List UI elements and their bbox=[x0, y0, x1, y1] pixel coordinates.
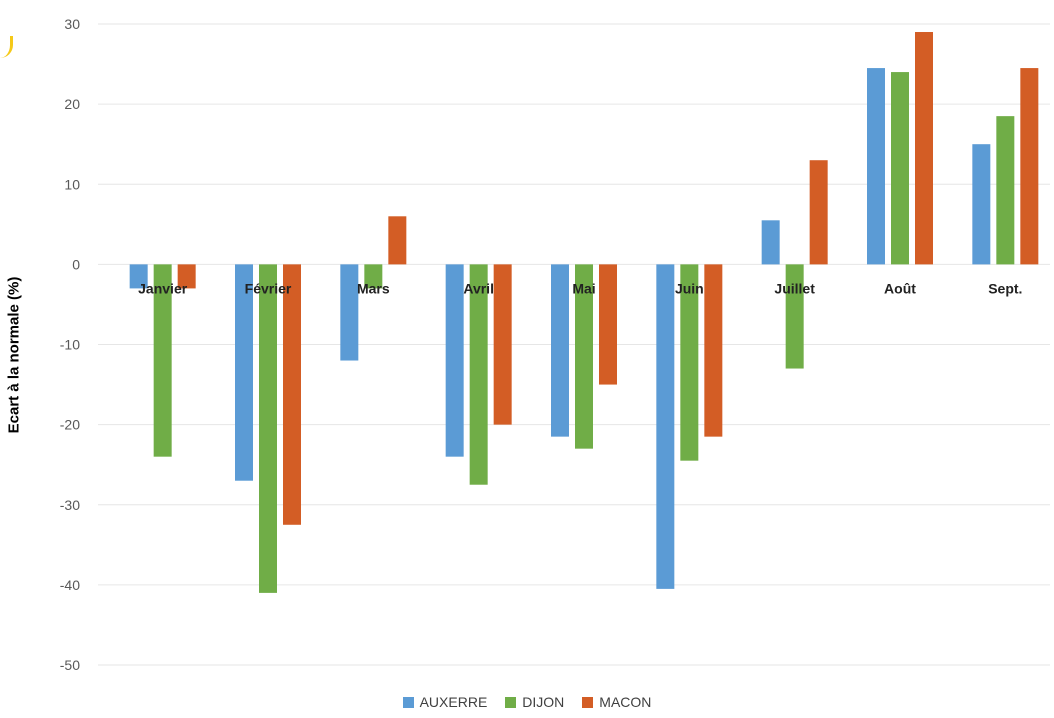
x-tick-label: Mars bbox=[357, 280, 390, 296]
bar-dijon-3 bbox=[469, 264, 488, 485]
bar-dijon-2 bbox=[364, 264, 383, 289]
x-tick-label: Juillet bbox=[774, 280, 815, 296]
legend-swatch bbox=[505, 696, 517, 708]
x-tick-label: Février bbox=[245, 280, 292, 296]
bar-auxerre-5 bbox=[656, 264, 675, 589]
legend-item: DIJON bbox=[505, 694, 564, 710]
bar-macon-4 bbox=[599, 264, 617, 385]
bar-auxerre-7 bbox=[867, 68, 885, 265]
y-tick-label: 20 bbox=[64, 96, 80, 112]
bar-macon-5 bbox=[704, 264, 723, 437]
bar-auxerre-8 bbox=[972, 144, 991, 265]
bar-macon-1 bbox=[283, 264, 301, 525]
x-tick-label: Août bbox=[884, 280, 916, 296]
bar-macon-2 bbox=[388, 216, 407, 265]
bar-dijon-5 bbox=[680, 264, 699, 461]
bar-dijon-1 bbox=[259, 264, 277, 593]
bar-dijon-0 bbox=[153, 264, 172, 457]
y-tick-label: 10 bbox=[64, 176, 80, 192]
bar-dijon-6 bbox=[785, 264, 804, 369]
legend-swatch bbox=[402, 696, 414, 708]
x-tick-label: Sept. bbox=[988, 280, 1022, 296]
x-tick-label: Janvier bbox=[138, 280, 188, 296]
legend-label: DIJON bbox=[522, 694, 565, 710]
bar-dijon-7 bbox=[891, 72, 909, 265]
highlight-mark bbox=[0, 36, 13, 58]
bar-macon-8 bbox=[1020, 68, 1039, 265]
bar-macon-3 bbox=[493, 264, 512, 425]
x-tick-label: Avril bbox=[463, 280, 494, 296]
bar-macon-0 bbox=[177, 264, 196, 289]
y-tick-label: -20 bbox=[60, 417, 80, 433]
bar-auxerre-6 bbox=[761, 220, 780, 265]
legend-item: MACON bbox=[582, 694, 651, 710]
bar-dijon-4 bbox=[575, 264, 593, 449]
bar-auxerre-4 bbox=[551, 264, 569, 437]
x-tick-label: Mai bbox=[572, 280, 595, 296]
legend-label: AUXERRE bbox=[419, 694, 488, 710]
bar-auxerre-3 bbox=[445, 264, 464, 457]
y-tick-label: -40 bbox=[60, 577, 80, 593]
y-tick-label: 30 bbox=[64, 16, 80, 32]
legend: AUXERRE DIJON MACON bbox=[0, 694, 1054, 710]
legend-item: AUXERRE bbox=[402, 694, 488, 710]
bar-auxerre-0 bbox=[129, 264, 148, 289]
bar-macon-6 bbox=[809, 160, 828, 265]
bar-auxerre-1 bbox=[235, 264, 253, 481]
legend-swatch bbox=[582, 696, 594, 708]
bar-dijon-8 bbox=[996, 116, 1015, 265]
bar-macon-7 bbox=[915, 32, 933, 265]
y-axis-title: Ecart à la normale (%) bbox=[5, 276, 23, 434]
legend-label: MACON bbox=[599, 694, 652, 710]
y-tick-label: -50 bbox=[60, 657, 80, 673]
y-tick-label: -30 bbox=[60, 497, 80, 513]
bar-auxerre-2 bbox=[340, 264, 359, 361]
y-tick-label: -10 bbox=[60, 337, 80, 353]
y-tick-label: 0 bbox=[72, 256, 80, 272]
x-tick-label: Juin bbox=[675, 280, 704, 296]
